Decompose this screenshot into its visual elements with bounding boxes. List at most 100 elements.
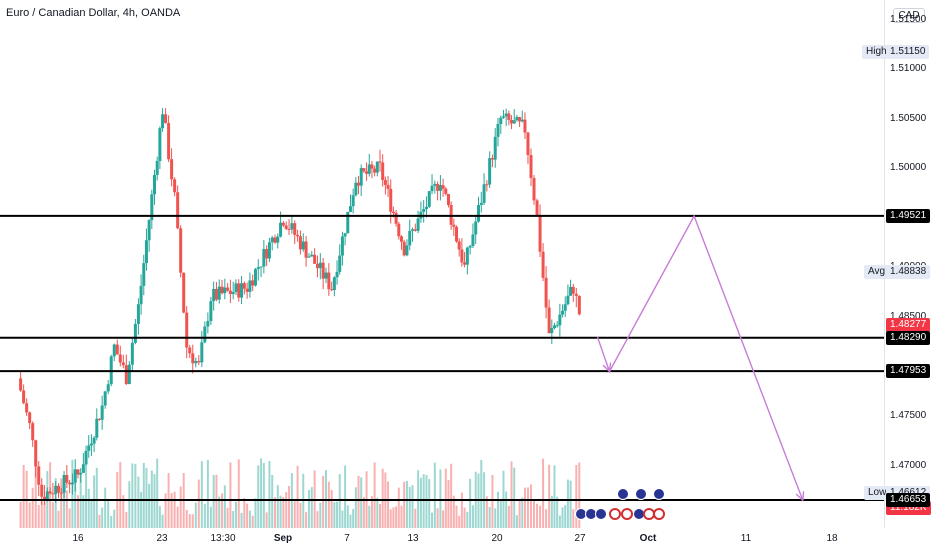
candle-body bbox=[251, 280, 255, 286]
volume-bar bbox=[513, 467, 516, 528]
volume-bar bbox=[209, 506, 212, 528]
volume-bar bbox=[57, 510, 60, 528]
volume-bar bbox=[221, 493, 224, 528]
candle-body bbox=[389, 188, 393, 212]
time-tick-label: 11 bbox=[740, 533, 752, 544]
candle-body bbox=[504, 113, 508, 117]
chart-title: Euro / Canadian Dollar, 4h, OANDA bbox=[6, 7, 181, 19]
candle-body bbox=[34, 440, 38, 467]
candle-body bbox=[362, 168, 366, 172]
candle-body bbox=[558, 314, 562, 326]
volume-bar bbox=[226, 507, 229, 528]
candle-body bbox=[348, 206, 352, 212]
volume-bar bbox=[414, 508, 417, 528]
volume-bar bbox=[542, 458, 545, 528]
volume-bar bbox=[158, 506, 161, 528]
candle-body bbox=[231, 291, 235, 295]
price-tick-label: 1.50000 bbox=[890, 162, 927, 174]
level-price-label: 1.49521 bbox=[886, 208, 931, 223]
candle-body bbox=[87, 445, 91, 451]
candle-body bbox=[324, 272, 328, 279]
candle-body bbox=[279, 222, 283, 237]
volume-bar bbox=[471, 505, 474, 528]
candle-body bbox=[68, 482, 72, 485]
volume-bar bbox=[28, 502, 31, 528]
volume-bar bbox=[450, 463, 453, 528]
volume-bar bbox=[173, 491, 176, 528]
time-tick-label: 18 bbox=[826, 533, 838, 544]
candle-body bbox=[563, 304, 567, 311]
volume-bar bbox=[523, 487, 526, 528]
volume-bar bbox=[497, 491, 500, 528]
candle-body bbox=[318, 262, 322, 269]
candle-body bbox=[142, 263, 146, 286]
candle-body bbox=[354, 182, 358, 196]
cad-flag-icon[interactable] bbox=[609, 508, 621, 520]
candle-body bbox=[100, 405, 104, 420]
candle-body bbox=[124, 365, 128, 384]
candle-body bbox=[259, 266, 263, 268]
candle-body bbox=[488, 158, 492, 185]
volume-bar bbox=[572, 509, 575, 528]
avg-value: 1.48838 bbox=[886, 265, 931, 279]
candle-body bbox=[234, 283, 238, 292]
candle-body bbox=[276, 236, 280, 243]
volume-bar bbox=[491, 474, 494, 528]
candle-body bbox=[65, 475, 69, 483]
event-markers[interactable] bbox=[573, 488, 668, 524]
candle-body bbox=[220, 286, 224, 294]
candle-body bbox=[438, 185, 442, 191]
candle-body bbox=[45, 491, 49, 500]
volume-bar bbox=[354, 487, 357, 528]
arrowhead bbox=[602, 362, 612, 374]
candle-body bbox=[474, 221, 478, 235]
eur-flag-icon[interactable] bbox=[635, 488, 647, 500]
volume-bar bbox=[360, 477, 363, 528]
candle-body bbox=[476, 205, 480, 222]
volume-bar bbox=[485, 496, 488, 528]
candle-body bbox=[416, 218, 420, 231]
volume-bar bbox=[553, 465, 556, 528]
volume-bar bbox=[505, 491, 508, 528]
volume-bar bbox=[232, 511, 235, 528]
volume-bar bbox=[85, 458, 88, 528]
candle-body bbox=[541, 251, 545, 278]
candle-body bbox=[81, 464, 85, 473]
volume-bar bbox=[419, 477, 422, 528]
volume-bar bbox=[229, 462, 232, 528]
candle-body bbox=[574, 293, 578, 296]
candle-body bbox=[399, 236, 403, 242]
horizontal-levels[interactable] bbox=[0, 214, 884, 501]
currency-button[interactable]: CAD bbox=[893, 8, 925, 23]
cad-flag-icon[interactable] bbox=[653, 508, 665, 520]
volume-bar bbox=[148, 483, 151, 528]
candle-body bbox=[315, 263, 319, 269]
volume-bar bbox=[240, 512, 243, 528]
cad-flag-icon[interactable] bbox=[621, 508, 633, 520]
candle-body bbox=[37, 466, 41, 485]
time-tick-label: 7 bbox=[344, 533, 350, 544]
eur-flag-icon[interactable] bbox=[595, 508, 607, 520]
volume-bar bbox=[444, 468, 447, 528]
eur-flag-icon[interactable] bbox=[617, 488, 629, 500]
volume-bar bbox=[161, 514, 164, 528]
volume-bar bbox=[447, 480, 450, 528]
volume-bar bbox=[322, 475, 325, 528]
eur-flag-icon[interactable] bbox=[653, 488, 665, 500]
candle-body bbox=[351, 195, 355, 207]
volume-bar bbox=[526, 487, 529, 528]
projection-arrowheads bbox=[602, 362, 805, 502]
volume-bar bbox=[279, 495, 282, 528]
candle-body bbox=[370, 164, 374, 169]
volume-bar bbox=[299, 502, 302, 528]
projection-path[interactable] bbox=[596, 214, 804, 501]
candle-body bbox=[436, 183, 440, 191]
volume-bar bbox=[107, 498, 110, 528]
volume-bar bbox=[82, 495, 85, 528]
volume-bar bbox=[439, 469, 442, 528]
volume-bar bbox=[403, 481, 406, 528]
candle-body bbox=[463, 262, 467, 265]
volume-bar bbox=[344, 465, 347, 528]
candle-body bbox=[313, 254, 317, 264]
